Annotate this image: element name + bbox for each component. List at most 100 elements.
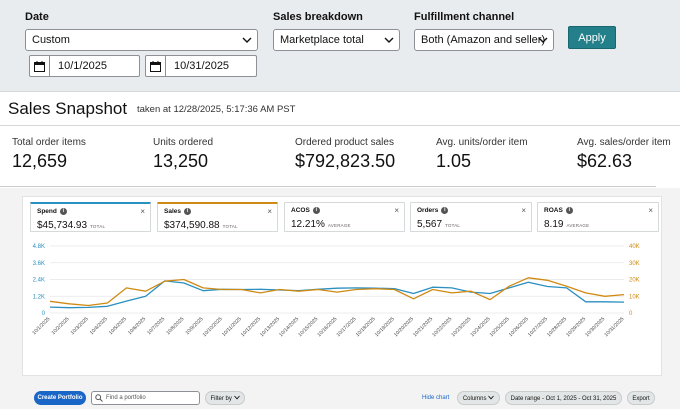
metric-value: 13,250 [153,151,209,171]
x-axis-tick-label: 10/8/2025 [165,316,185,336]
calendar-icon[interactable] [146,56,166,76]
card-value: $45,734.93 [37,220,88,231]
info-icon[interactable]: i [59,208,67,215]
card-name: Sales [164,208,181,215]
search-placeholder: Find a portfolio [106,395,146,401]
card-name: ROAS [544,207,563,214]
columns-label: Columns [462,396,487,402]
card-subtext: AVERAGE [327,223,351,228]
sales-breakdown-label: Sales breakdown [273,11,363,23]
metric-avg-units: Avg. units/order item 1.05 [436,137,528,172]
filter-bar: Date Custom 10/1/2025 10/31/2025 Sales b… [0,0,680,92]
date-label: Date [25,11,49,23]
date-select-value: Custom [32,34,70,46]
metric-card-roas[interactable]: ROAS i × 8.19 AVERAGE [537,202,659,232]
sales-breakdown-value: Marketplace total [280,34,364,46]
x-axis-tick-label: 10/7/2025 [146,316,166,336]
columns-button[interactable]: Columns [457,391,500,405]
metric-ordered-product-sales: Ordered product sales $792,823.50 [295,137,395,172]
sales-breakdown-select[interactable]: Marketplace total [273,29,400,51]
info-icon[interactable]: i [441,207,449,214]
info-icon[interactable]: i [184,208,191,215]
search-icon [95,394,103,402]
end-date-value: 10/31/2025 [174,60,230,72]
snapshot-title: Sales Snapshot [8,99,128,118]
x-axis-tick-label: 10/2/2025 [51,316,71,336]
card-name: Spend [37,208,57,215]
card-value: $374,590.88 [164,220,220,231]
metric-label: Avg. units/order item [436,137,528,148]
card-name: Orders [417,207,439,214]
calendar-icon[interactable] [30,56,50,76]
date-select[interactable]: Custom [25,29,258,51]
metric-total-order-items: Total order items 12,659 [12,137,86,172]
close-icon[interactable]: × [521,206,526,215]
portfolio-search-input[interactable]: Find a portfolio [91,391,200,405]
end-date-field[interactable]: 10/31/2025 [145,55,257,77]
x-axis-tick-label: 10/10/2025 [202,316,224,338]
close-icon[interactable]: × [394,206,399,215]
metric-value: 1.05 [436,151,472,171]
right-axis-tick-label: 20K [629,278,640,284]
card-subtext: TOTAL [90,224,106,229]
info-icon[interactable]: i [565,207,573,214]
close-icon[interactable]: × [648,206,653,215]
left-axis-tick-label: 3.6K [33,261,45,267]
metric-card-sales[interactable]: Sales i × $374,590.88 TOTAL [157,202,278,232]
fulfillment-select[interactable]: Both (Amazon and seller) [414,29,554,51]
left-axis-tick-label: 4.8K [33,244,45,250]
series-line-spend [49,280,625,309]
fulfillment-label: Fulfillment channel [414,11,515,23]
card-value: 5,567 [417,219,443,230]
x-axis-tick-label: 10/5/2025 [108,316,128,336]
filter-by-button[interactable]: Filter by [205,391,245,405]
metric-label: Units ordered [153,137,214,148]
close-icon[interactable]: × [140,207,145,216]
metric-label: Avg. sales/order item [577,137,671,148]
export-button[interactable]: Export [627,391,655,405]
date-range-button[interactable]: Date range - Oct 1, 2025 - Oct 31, 2025 [505,391,622,405]
start-date-field[interactable]: 10/1/2025 [29,55,140,77]
chevron-down-icon [488,395,495,400]
divider [0,125,680,126]
right-axis-tick-label: 40K [629,244,640,250]
metric-value: $62.63 [577,151,633,171]
start-date-value: 10/1/2025 [58,60,107,72]
x-axis-tick-label: 10/4/2025 [89,316,109,336]
card-value: 8.19 [544,219,564,230]
info-icon[interactable]: i [312,207,320,214]
divider [0,184,656,187]
metric-card-acos[interactable]: ACOS i × 12.21% AVERAGE [284,202,405,232]
chevron-down-icon [233,395,240,400]
left-axis-tick-label: 1.2K [33,294,45,300]
card-name: ACOS [291,207,310,214]
right-axis-tick-label: 10K [629,294,640,300]
series-line-sales [49,277,625,307]
right-axis-tick-label: 0 [629,311,633,317]
close-icon[interactable]: × [267,207,272,216]
chevron-down-icon [384,37,394,43]
card-value: 12.21% [291,219,325,230]
chevron-down-icon [242,37,252,43]
hide-chart-link[interactable]: Hide chart [422,395,450,401]
fulfillment-value: Both (Amazon and seller) [421,34,546,46]
right-axis-tick-label: 30K [629,261,640,267]
metric-avg-sales: Avg. sales/order item $62.63 [577,137,671,172]
chevron-down-icon [538,37,548,43]
apply-button[interactable]: Apply [568,26,616,49]
create-portfolio-button[interactable]: Create Portfolio [34,391,86,405]
snapshot-timestamp: taken at 12/28/2025, 5:17:36 AM PST [137,104,296,115]
card-subtext: TOTAL [445,223,461,228]
card-subtext: AVERAGE [566,223,590,228]
metric-units-ordered: Units ordered 13,250 [153,137,213,172]
metric-card-spend[interactable]: Spend i × $45,734.93 TOTAL [30,202,151,232]
metric-card-orders[interactable]: Orders i × 5,567 TOTAL [410,202,532,232]
x-axis-tick-label: 10/3/2025 [70,316,90,336]
x-axis-tick-label: 10/6/2025 [127,316,147,336]
x-axis-tick-label: 10/31/2025 [603,316,625,338]
metric-label: Ordered product sales [295,137,394,148]
left-axis-tick-label: 0 [42,311,46,317]
metric-value: $792,823.50 [295,151,396,171]
metric-label: Total order items [12,137,86,148]
